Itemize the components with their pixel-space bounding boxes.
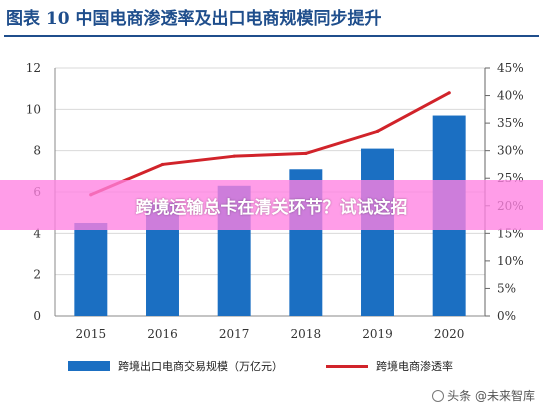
watermark: 头条 @未来智库: [432, 387, 535, 404]
y-right-tick-label: 40%: [497, 89, 524, 103]
y-right-tick-label: 45%: [497, 61, 524, 75]
x-tick-label: 2018: [291, 327, 322, 341]
x-tick-label: 2015: [76, 327, 107, 341]
figure-title: 图表 10 中国电商渗透率及出口电商规模同步提升: [6, 9, 382, 29]
bar-2015: [74, 223, 108, 316]
watermark-text: 头条 @未来智库: [447, 389, 535, 403]
y-left-tick-label: 0: [33, 309, 41, 323]
y-right-tick-label: 10%: [497, 254, 524, 268]
legend-line-label: 跨境电商渗透率: [376, 360, 453, 373]
x-tick-label: 2019: [362, 327, 393, 341]
line-point-2019: [375, 129, 380, 133]
y-right-tick-label: 35%: [497, 116, 524, 130]
y-right-tick-label: 30%: [497, 144, 524, 158]
line-point-2017: [232, 154, 236, 158]
y-right-tick-label: 0%: [497, 309, 516, 323]
y-left-tick-label: 2: [33, 268, 41, 282]
y-right-tick-label: 5%: [497, 281, 516, 295]
y-left-tick-label: 10: [26, 102, 41, 116]
title-divider: [4, 35, 539, 37]
legend-line-swatch: [326, 364, 368, 368]
line-point-2018: [304, 151, 308, 156]
legend-item-line: 跨境电商渗透率: [326, 358, 453, 374]
legend-item-bar: 跨境出口电商交易规模（万亿元）: [68, 358, 283, 374]
account-icon: [432, 389, 445, 402]
line-point-2020: [447, 91, 451, 95]
legend-bar-swatch: [68, 361, 110, 371]
y-left-tick-label: 4: [33, 226, 41, 240]
line-series-penetration: [89, 91, 451, 197]
x-tick-label: 2016: [147, 327, 178, 341]
x-tick-label: 2017: [219, 327, 250, 341]
legend-bar-label: 跨境出口电商交易规模（万亿元）: [118, 360, 283, 373]
chart-legend: 跨境出口电商交易规模（万亿元） 跨境电商渗透率: [64, 356, 534, 378]
overlay-banner[interactable]: 跨境运输总卡在清关环节？试试这招: [0, 180, 543, 230]
y-left-tick-label: 12: [26, 61, 41, 75]
banner-text[interactable]: 跨境运输总卡在清关环节？试试这招: [135, 197, 408, 218]
x-tick-label: 2020: [434, 327, 465, 341]
bar-2019: [361, 148, 394, 316]
y-left-tick-label: 8: [33, 144, 41, 158]
line-point-2016: [160, 162, 165, 167]
